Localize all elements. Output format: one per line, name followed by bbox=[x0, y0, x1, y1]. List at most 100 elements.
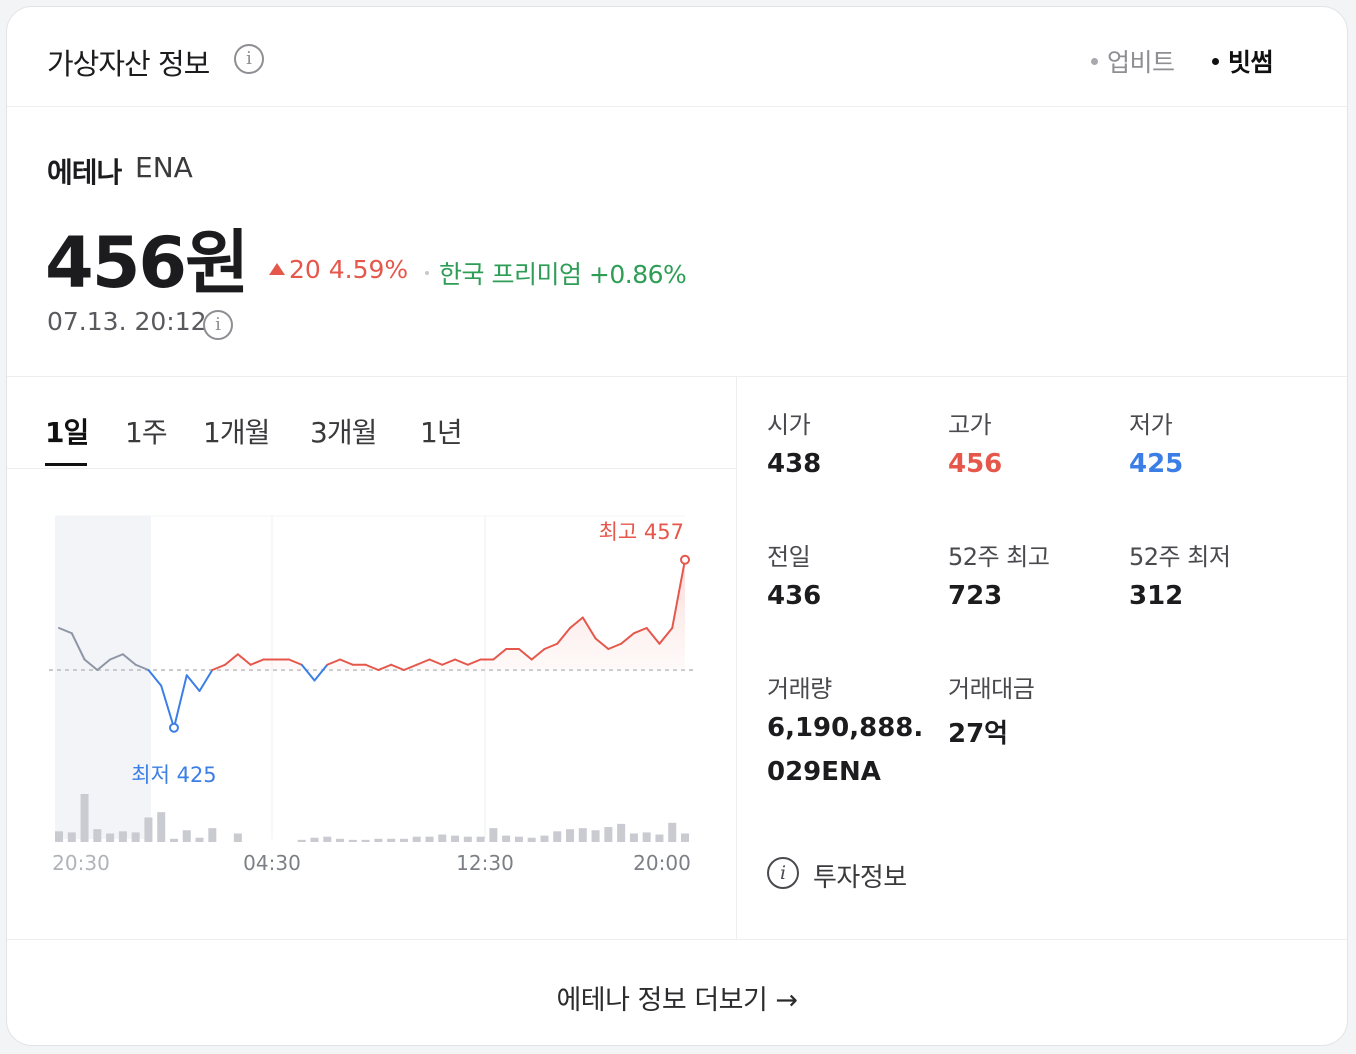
stat-value-52w-high: 723 bbox=[948, 581, 1003, 611]
period-tabs: 1일 1주 1개월 3개월 1년 bbox=[7, 377, 737, 469]
volume-bar bbox=[195, 837, 204, 842]
triangle-up-icon bbox=[269, 263, 285, 275]
volume-bar bbox=[374, 838, 383, 842]
price-line-segment bbox=[402, 663, 418, 671]
korea-premium: 한국 프리미엄 +0.86% bbox=[439, 260, 687, 289]
price-change: 20 4.59% bbox=[269, 255, 408, 284]
volume-bar bbox=[80, 794, 89, 842]
change-amount: 20 bbox=[289, 255, 321, 284]
price-timestamp: 07.13. 20:12 bbox=[47, 307, 207, 336]
price-line-segment bbox=[543, 642, 559, 650]
price-line-segment bbox=[517, 648, 533, 661]
volume-bar bbox=[93, 829, 102, 842]
volume-bar bbox=[681, 833, 689, 842]
invest-info-label: 투자정보 bbox=[813, 863, 907, 893]
price-line-segment bbox=[249, 658, 265, 666]
stat-label-high: 고가 bbox=[948, 411, 992, 439]
volume-bar bbox=[476, 836, 485, 842]
tab-1m[interactable]: 1개월 bbox=[203, 416, 270, 449]
volume-bar bbox=[182, 830, 191, 842]
price-line-segment bbox=[556, 627, 572, 645]
price-line-segment bbox=[569, 616, 584, 629]
volume-bar bbox=[425, 836, 434, 842]
price-line-segment bbox=[147, 669, 163, 687]
exchange-option-bithumb[interactable]: 빗썸 bbox=[1212, 43, 1274, 79]
price-line-segment bbox=[607, 642, 623, 650]
change-percent: 4.59% bbox=[328, 255, 409, 284]
low-label: 최저 425 bbox=[131, 763, 216, 787]
price-line-segment bbox=[390, 663, 405, 671]
high-label: 최고 457 bbox=[599, 520, 684, 544]
volume-bar bbox=[169, 838, 178, 842]
crypto-info-card: 가상자산 정보 i 업비트 빗썸 에테나 ENA 456원 20 4.59% 한… bbox=[6, 6, 1348, 1046]
volume-bar bbox=[514, 836, 523, 842]
stat-value-volume-line2: 029ENA bbox=[767, 757, 881, 787]
price-line-segment bbox=[300, 663, 316, 682]
price-line-segment bbox=[83, 658, 99, 671]
chart-panel: 1일 1주 1개월 3개월 1년 최고 457 최저 425 20:30 04:30 1… bbox=[7, 377, 737, 939]
volume-bar bbox=[208, 828, 217, 842]
price-chart[interactable]: 최고 457 최저 425 20:30 04:30 12:30 20:00 bbox=[7, 469, 737, 939]
volume-bar bbox=[527, 837, 536, 842]
stat-value-52w-low: 312 bbox=[1129, 581, 1184, 611]
card-header: 가상자산 정보 i 업비트 빗썸 bbox=[7, 7, 1347, 107]
price-line-segment bbox=[185, 674, 201, 692]
volume-bar bbox=[361, 839, 370, 842]
price-line-segment bbox=[121, 653, 137, 666]
price-line-segment bbox=[313, 663, 329, 682]
separator-dot bbox=[425, 271, 429, 275]
volume-bar bbox=[451, 835, 460, 842]
stat-label-trade-value: 거래대금 bbox=[948, 675, 1035, 703]
volume-bar bbox=[157, 812, 166, 842]
volume-bar bbox=[629, 833, 638, 842]
price-line-segment bbox=[211, 663, 227, 671]
coin-symbol: ENA bbox=[135, 151, 193, 184]
volume-bar bbox=[233, 833, 242, 842]
tab-3m[interactable]: 3개월 bbox=[310, 416, 377, 449]
volume-bar bbox=[399, 838, 408, 842]
tab-1w[interactable]: 1주 bbox=[125, 416, 168, 449]
price-line-segment bbox=[658, 627, 674, 645]
stat-value-prev-close: 436 bbox=[767, 581, 822, 611]
price-line-segment bbox=[198, 669, 214, 692]
history-shade bbox=[55, 516, 151, 839]
more-info-link[interactable]: 에테나 정보 더보기 → bbox=[556, 985, 798, 1016]
active-tab-indicator bbox=[45, 463, 87, 466]
card-footer: 에테나 정보 더보기 → bbox=[7, 939, 1347, 1045]
volume-bar bbox=[55, 831, 63, 842]
volume-bar bbox=[604, 827, 613, 842]
price-line-segment bbox=[364, 663, 380, 671]
stat-label-open: 시가 bbox=[767, 411, 811, 439]
price-line-segment bbox=[172, 674, 188, 729]
info-icon[interactable]: i bbox=[234, 44, 264, 74]
card-title: 가상자산 정보 bbox=[47, 47, 210, 81]
x-tick-label: 12:30 bbox=[456, 851, 514, 875]
volume-bar bbox=[463, 836, 472, 842]
coin-name: 에테나 bbox=[47, 156, 122, 189]
info-icon[interactable]: i bbox=[203, 310, 233, 340]
volume-bar bbox=[118, 831, 127, 842]
volume-bar bbox=[106, 833, 115, 842]
volume-bar bbox=[668, 822, 677, 842]
volume-bar bbox=[297, 839, 306, 842]
info-italic-icon: i bbox=[767, 857, 799, 889]
price-line-segment bbox=[96, 658, 112, 671]
price-summary: 에테나 ENA 456원 20 4.59% 한국 프리미엄 +0.86% 07.… bbox=[7, 107, 1347, 377]
stat-value-volume-line1: 6,190,888. bbox=[767, 713, 924, 743]
volume-bar bbox=[553, 831, 562, 842]
tab-1d[interactable]: 1일 bbox=[45, 416, 89, 449]
price-line-segment bbox=[530, 648, 546, 661]
stat-label-volume: 거래량 bbox=[767, 675, 832, 703]
exchange-option-upbit[interactable]: 업비트 bbox=[1091, 43, 1175, 79]
price-line-segment bbox=[454, 658, 469, 666]
area-fill bbox=[212, 559, 685, 670]
dot-icon bbox=[1212, 57, 1219, 65]
price-line-segment bbox=[236, 653, 252, 666]
volume-bar bbox=[336, 838, 345, 842]
price-line-segment bbox=[377, 663, 393, 671]
volume-bar bbox=[655, 834, 664, 842]
tab-1y[interactable]: 1년 bbox=[420, 416, 463, 449]
high-marker bbox=[680, 554, 690, 565]
stat-label-prev-close: 전일 bbox=[767, 543, 811, 571]
price-line-segment bbox=[134, 663, 150, 671]
